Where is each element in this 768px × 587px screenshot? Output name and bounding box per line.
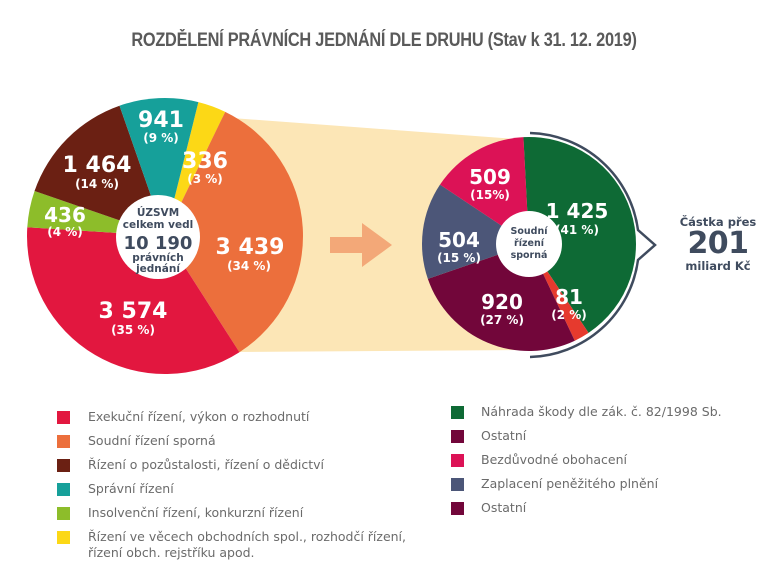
legend-swatch: [57, 435, 70, 448]
legend-item: Zaplacení peněžitého plnění: [451, 476, 768, 492]
slice-label-percent: (9 %): [143, 131, 179, 145]
slice-label-value: 1 464: [63, 153, 132, 178]
slice-label-value: 509: [469, 165, 511, 189]
legend-swatch: [451, 478, 464, 491]
pie-slice: [27, 227, 240, 375]
slice-label-percent: (15%): [470, 188, 510, 202]
legend-item: Bezdůvodné obohacení: [451, 452, 768, 468]
slice-label-value: 3 439: [216, 235, 285, 260]
slice-label-value: 941: [138, 108, 184, 133]
legend-item: Ostatní: [451, 500, 768, 516]
legend-label: Soudní řízení sporná: [88, 433, 216, 448]
chart-title: ROZDĚLENÍ PRÁVNÍCH JEDNÁNÍ DLE DRUHU (St…: [131, 30, 637, 51]
slice-label-value: 920: [481, 290, 523, 314]
pie-slice: [439, 137, 529, 244]
center-label-line: ÚZSVM: [137, 206, 179, 219]
legend-label: Insolvenční řízení, konkurzní řízení: [88, 505, 304, 520]
slice-label-value: 1 425: [546, 199, 609, 223]
legend-label: Exekuční řízení, výkon o rozhodnutí: [88, 409, 310, 424]
legend-swatch: [451, 502, 464, 515]
pie-center-hole: [116, 195, 200, 279]
pie-slice: [34, 105, 165, 236]
slice-label-percent: (34 %): [227, 259, 271, 273]
slice-label-value: 3 574: [99, 299, 168, 324]
legend-label: Bezdůvodné obohacení: [481, 452, 628, 467]
pie-slice: [165, 111, 304, 353]
amount-label: Částka přes: [679, 215, 757, 229]
legend-item: Správní řízení: [57, 481, 437, 497]
legend-label: Ostatní: [481, 428, 527, 443]
slice-label-percent: (41 %): [555, 223, 599, 237]
slice-label-value: 504: [438, 228, 480, 252]
center-label-line: Soudní: [511, 226, 549, 237]
slice-label-percent: (2 %): [551, 308, 587, 322]
slice-label-value: 436: [44, 203, 86, 227]
legend-swatch: [57, 411, 70, 424]
slice-label-percent: (4 %): [47, 225, 83, 239]
legend-label: Ostatní: [481, 500, 527, 515]
legend-item: Náhrada škody dle zák. č. 82/1998 Sb.: [451, 404, 768, 420]
center-total-value: 10 190: [124, 233, 193, 254]
bracket-brace: [529, 131, 657, 359]
legend-swatch: [451, 430, 464, 443]
center-label-line: sporná: [511, 250, 548, 261]
pie-slice: [422, 184, 529, 279]
slice-label-percent: (27 %): [480, 313, 524, 327]
legend-left: Exekuční řízení, výkon o rozhodnutí Soud…: [57, 409, 437, 569]
arrow-right-icon: [330, 223, 392, 267]
amount-value: 201: [687, 226, 749, 261]
legend-item: Soudní řízení sporná: [57, 433, 437, 449]
center-label-line: jednání: [135, 263, 181, 275]
left-pie-labels: 941 (9 %) 336 (3 %) 1 464 (14 %) 436 (4 …: [44, 108, 284, 337]
amount-annotation: Částka přes 201 miliard Kč: [668, 215, 768, 273]
legend-item: Ostatní: [451, 428, 768, 444]
legend-swatch: [57, 483, 70, 496]
amount-unit: miliard Kč: [685, 259, 751, 273]
slice-label-percent: (14 %): [75, 177, 119, 191]
legend-label: řízení obch. rejstříku apod.: [88, 545, 255, 560]
legend-swatch: [451, 406, 464, 419]
center-label-line: řízení: [514, 238, 545, 249]
legend-item: Řízení o pozůstalosti, řízení o dědictví: [57, 457, 437, 473]
legend-swatch: [57, 531, 70, 544]
slice-label-value: 336: [182, 149, 228, 174]
legend-item: Řízení ve věcech obchodních spol., rozho…: [57, 529, 437, 561]
legend-label: Náhrada škody dle zák. č. 82/1998 Sb.: [481, 404, 722, 419]
pie-center-hole: [496, 211, 562, 277]
center-label-line: celkem vedl: [123, 219, 193, 231]
legend-swatch: [451, 454, 464, 467]
right-pie-labels: 509 (15%) 1 425 (41 %) 504 (15 %) 920 (2…: [437, 165, 608, 327]
legend-item: Insolvenční řízení, konkurzní řízení: [57, 505, 437, 521]
legend-label: Řízení ve věcech obchodních spol., rozho…: [88, 529, 406, 544]
slice-label-percent: (35 %): [111, 323, 155, 337]
center-label-line: právních: [132, 252, 183, 264]
legend-right: Náhrada škody dle zák. č. 82/1998 Sb. Os…: [451, 404, 768, 524]
legend-swatch: [57, 507, 70, 520]
pie-chart-total: [27, 98, 304, 375]
slice-label-percent: (15 %): [437, 251, 481, 265]
legend-swatch: [57, 459, 70, 472]
pie-slice: [119, 98, 199, 237]
legend-label: Řízení o pozůstalosti, řízení o dědictví: [88, 457, 325, 472]
legend-label: Zaplacení peněžitého plnění: [481, 476, 659, 491]
legend-item: Exekuční řízení, výkon o rozhodnutí: [57, 409, 437, 425]
pie-slice: [523, 137, 636, 333]
slice-label-percent: (3 %): [187, 172, 223, 186]
legend-label: Správní řízení: [88, 481, 174, 496]
slice-label-value: 81: [555, 285, 583, 309]
